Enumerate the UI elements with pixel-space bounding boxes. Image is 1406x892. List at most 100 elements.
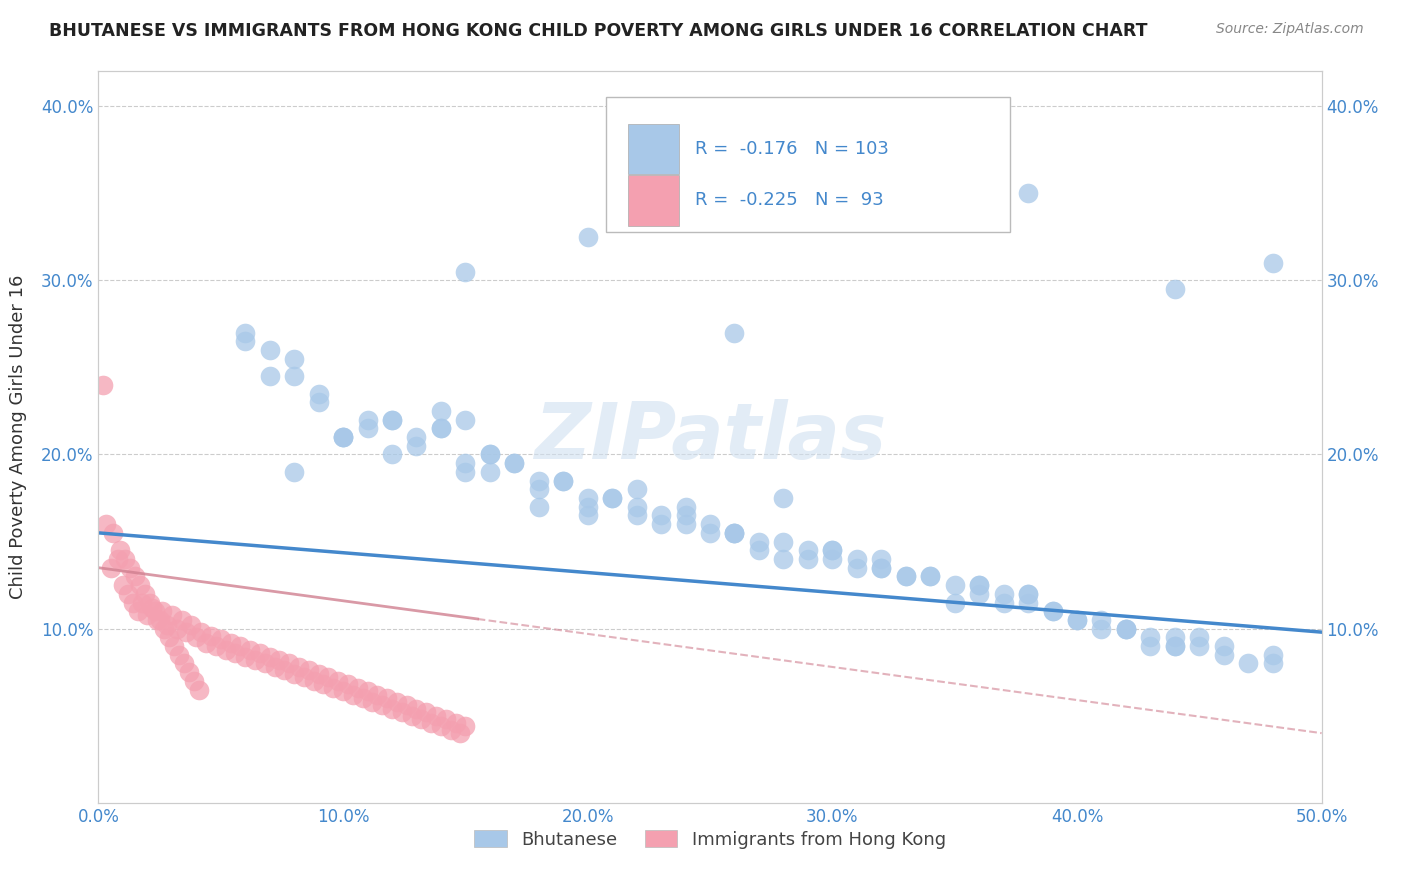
Point <box>894 569 917 583</box>
Point <box>993 595 1015 609</box>
Point <box>434 712 457 726</box>
Point <box>91 377 114 392</box>
Point <box>342 688 364 702</box>
Point <box>186 631 208 645</box>
Point <box>870 560 893 574</box>
Point <box>1090 613 1112 627</box>
Point <box>195 635 218 649</box>
Point <box>650 517 672 532</box>
Point <box>576 500 599 514</box>
Point <box>336 677 359 691</box>
Point <box>381 412 404 426</box>
Point <box>420 715 443 730</box>
Point <box>821 543 844 558</box>
Point <box>308 386 330 401</box>
Point <box>943 595 966 609</box>
Point <box>845 560 868 574</box>
Point <box>263 660 285 674</box>
Point <box>1188 631 1211 645</box>
Point <box>170 613 193 627</box>
Point <box>110 543 132 558</box>
Point <box>967 578 990 592</box>
Point <box>772 552 794 566</box>
Point <box>450 726 472 740</box>
Point <box>209 632 232 646</box>
Point <box>1261 256 1284 270</box>
Point <box>527 500 550 514</box>
Point <box>253 657 276 671</box>
Point <box>381 412 404 426</box>
Point <box>411 712 433 726</box>
Point <box>346 681 368 695</box>
Point <box>114 552 136 566</box>
Point <box>797 552 820 566</box>
Point <box>1237 657 1260 671</box>
Point <box>259 649 281 664</box>
Point <box>166 622 188 636</box>
Point <box>454 412 477 426</box>
Point <box>173 657 195 671</box>
Point <box>100 560 122 574</box>
Point <box>302 673 325 688</box>
Point <box>444 715 467 730</box>
Point <box>205 639 228 653</box>
Point <box>200 629 222 643</box>
Point <box>1212 648 1234 662</box>
Point <box>821 543 844 558</box>
Point <box>375 691 398 706</box>
Point <box>723 525 745 540</box>
Point <box>553 474 575 488</box>
Point <box>141 600 163 615</box>
Point <box>967 587 990 601</box>
Point <box>361 695 384 709</box>
Point <box>440 723 463 737</box>
Point <box>214 642 236 657</box>
Point <box>405 430 427 444</box>
Point <box>259 369 281 384</box>
FancyBboxPatch shape <box>606 97 1010 232</box>
Point <box>454 719 477 733</box>
Point <box>124 569 146 583</box>
Point <box>259 343 281 357</box>
Point <box>120 560 142 574</box>
Point <box>845 552 868 566</box>
Point <box>600 491 623 505</box>
Point <box>332 684 354 698</box>
Point <box>395 698 418 713</box>
Point <box>478 448 501 462</box>
Point <box>283 351 305 366</box>
Point <box>1164 282 1187 296</box>
Point <box>163 639 186 653</box>
Point <box>675 500 697 514</box>
Point <box>650 508 672 523</box>
Point <box>553 474 575 488</box>
Point <box>143 604 166 618</box>
Point <box>183 673 205 688</box>
Point <box>249 646 271 660</box>
Point <box>381 702 404 716</box>
Point <box>139 595 162 609</box>
Point <box>576 508 599 523</box>
Point <box>146 613 169 627</box>
Point <box>233 649 256 664</box>
Point <box>503 456 526 470</box>
Point <box>870 134 893 148</box>
Point <box>352 691 374 706</box>
Point <box>149 613 172 627</box>
Point <box>401 708 423 723</box>
Point <box>430 421 453 435</box>
Point <box>107 552 129 566</box>
Point <box>723 326 745 340</box>
Point <box>288 660 311 674</box>
Point <box>1090 622 1112 636</box>
Point <box>233 334 256 349</box>
Point <box>328 673 350 688</box>
Legend: Bhutanese, Immigrants from Hong Kong: Bhutanese, Immigrants from Hong Kong <box>467 823 953 856</box>
Point <box>576 491 599 505</box>
Point <box>121 595 143 609</box>
Point <box>1261 648 1284 662</box>
Point <box>454 265 477 279</box>
Point <box>1115 622 1137 636</box>
Point <box>278 657 301 671</box>
Point <box>187 682 209 697</box>
